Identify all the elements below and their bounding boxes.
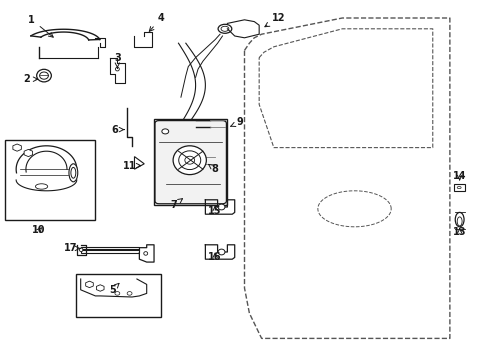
Text: 16: 16 bbox=[208, 252, 222, 262]
Ellipse shape bbox=[79, 248, 83, 252]
Ellipse shape bbox=[221, 26, 228, 31]
Text: 14: 14 bbox=[452, 171, 466, 181]
Text: 2: 2 bbox=[23, 74, 38, 84]
Ellipse shape bbox=[36, 184, 48, 189]
Ellipse shape bbox=[173, 146, 206, 175]
Text: 1: 1 bbox=[28, 15, 53, 37]
Text: 9: 9 bbox=[230, 117, 243, 127]
Bar bbox=[81, 247, 139, 253]
Ellipse shape bbox=[127, 292, 132, 295]
Ellipse shape bbox=[184, 156, 194, 164]
Ellipse shape bbox=[69, 164, 78, 182]
FancyBboxPatch shape bbox=[155, 121, 226, 204]
Text: 15: 15 bbox=[208, 206, 222, 216]
Text: 13: 13 bbox=[452, 227, 466, 237]
Bar bbox=[5, 140, 95, 220]
Ellipse shape bbox=[178, 151, 200, 170]
Bar bbox=[154, 119, 227, 205]
Ellipse shape bbox=[456, 217, 461, 226]
Ellipse shape bbox=[37, 69, 51, 82]
Ellipse shape bbox=[115, 67, 119, 71]
Text: 7: 7 bbox=[170, 199, 182, 210]
Text: 8: 8 bbox=[208, 164, 218, 174]
Text: 10: 10 bbox=[32, 225, 46, 235]
Ellipse shape bbox=[218, 24, 231, 33]
Text: 5: 5 bbox=[109, 283, 119, 295]
Text: 4: 4 bbox=[149, 13, 164, 31]
Ellipse shape bbox=[40, 72, 48, 79]
Text: 12: 12 bbox=[264, 13, 285, 27]
Text: 6: 6 bbox=[111, 125, 124, 135]
Text: 11: 11 bbox=[122, 161, 141, 171]
Ellipse shape bbox=[162, 129, 168, 134]
Ellipse shape bbox=[456, 186, 460, 189]
Bar bbox=[76, 274, 161, 317]
Bar bbox=[453, 184, 464, 191]
Ellipse shape bbox=[143, 252, 147, 255]
Ellipse shape bbox=[218, 204, 224, 210]
Polygon shape bbox=[134, 157, 144, 169]
Text: 3: 3 bbox=[114, 53, 121, 68]
Ellipse shape bbox=[115, 292, 120, 295]
Text: 17: 17 bbox=[64, 243, 81, 253]
Ellipse shape bbox=[71, 167, 76, 178]
Ellipse shape bbox=[218, 249, 224, 255]
Ellipse shape bbox=[454, 212, 463, 227]
